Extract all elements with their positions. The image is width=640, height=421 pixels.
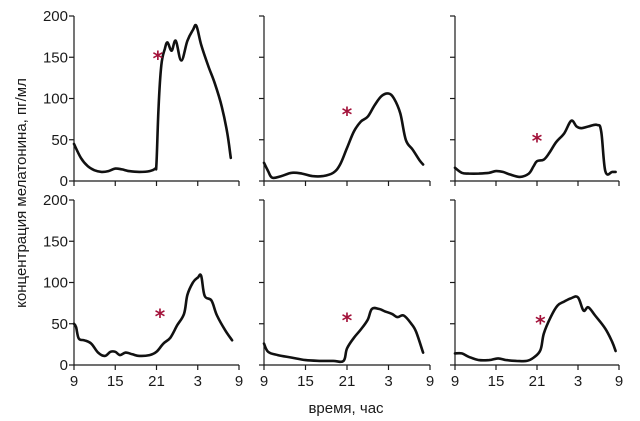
x-tick-label: 15	[107, 373, 124, 390]
asterisk-marker: *	[532, 129, 543, 153]
x-tick-label: 21	[148, 373, 165, 390]
y-tick-label: 100	[43, 275, 68, 292]
asterisk-marker: *	[342, 309, 353, 333]
x-tick-label: 9	[451, 373, 459, 390]
x-tick-label: 3	[574, 373, 582, 390]
melatonin-series-line	[262, 306, 425, 364]
x-tick-label: 15	[297, 373, 314, 390]
panel-1-3: *	[450, 15, 620, 186]
asterisk-marker: *	[153, 46, 164, 70]
asterisk-marker: *	[155, 305, 166, 329]
x-tick-label: 9	[615, 373, 623, 390]
x-tick-label: 15	[488, 373, 505, 390]
panel-1-1: 0 50 100 150 200 *	[43, 8, 240, 190]
asterisk-marker: *	[342, 102, 353, 126]
y-tick-label: 150	[43, 49, 68, 66]
melatonin-series-line	[262, 92, 425, 180]
x-tick-label: 9	[70, 373, 78, 390]
x-axis-title: время, час	[308, 400, 384, 417]
y-tick-label: 200	[43, 8, 68, 25]
x-tick-label: 3	[194, 373, 202, 390]
x-tick-label: 9	[260, 373, 268, 390]
y-tick-label: 50	[51, 316, 68, 333]
x-tick-label: 21	[529, 373, 546, 390]
x-tick-label: 3	[384, 373, 392, 390]
x-tick-label: 9	[235, 373, 243, 390]
y-tick-label: 50	[51, 132, 68, 149]
melatonin-series-line	[72, 273, 234, 358]
panel-1-2: *	[259, 15, 431, 186]
panel-2-3: 9 15 21 3 9 *	[450, 199, 623, 390]
x-tick-label: 9	[426, 373, 434, 390]
melatonin-series-line	[72, 23, 233, 174]
y-axis-title: концентрация мелатонина, пг/мл	[13, 78, 30, 308]
y-tick-label: 100	[43, 91, 68, 108]
y-tick-label: 200	[43, 192, 68, 209]
panel-2-2: 9 15 21 3 9 *	[259, 199, 434, 390]
y-tick-label: 150	[43, 233, 68, 250]
melatonin-series-line	[453, 295, 617, 363]
melatonin-series-line	[453, 119, 617, 179]
y-tick-label: 0	[60, 173, 68, 190]
asterisk-marker: *	[535, 311, 546, 335]
x-tick-label: 21	[339, 373, 356, 390]
y-tick-label: 0	[60, 357, 68, 374]
